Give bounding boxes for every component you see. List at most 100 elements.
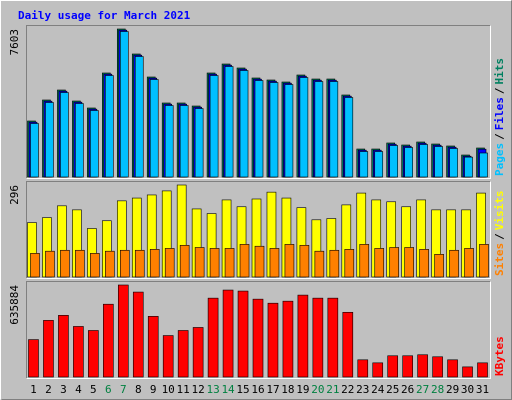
bar (269, 248, 280, 278)
legend-separator: / (493, 133, 506, 140)
bar (105, 250, 115, 278)
x-tick-label: 11 (177, 383, 190, 396)
bar (252, 298, 264, 378)
x-tick-label: 3 (60, 383, 67, 396)
legend-entry: Files (493, 97, 506, 130)
legend-separator: / (493, 87, 506, 94)
bar (134, 56, 144, 178)
chart-title: Daily usage for March 2021 (18, 9, 191, 22)
bar (374, 248, 385, 278)
bar (417, 354, 428, 378)
bar (222, 289, 234, 378)
x-tick-label: 12 (192, 383, 205, 396)
bar (237, 290, 249, 378)
y-tick-label: 7603 (8, 29, 21, 56)
bar (239, 70, 249, 178)
bar (75, 103, 84, 178)
bar (404, 247, 414, 278)
bar (179, 244, 190, 278)
x-tick-label: 18 (281, 383, 294, 396)
bar (209, 75, 219, 178)
x-tick-label: 17 (266, 383, 279, 396)
x-tick-label: 9 (150, 383, 157, 396)
x-tick-label: 20 (311, 383, 324, 396)
bar (477, 362, 488, 378)
bar (299, 244, 310, 278)
bar (147, 316, 159, 378)
x-tick-label: 19 (296, 383, 309, 396)
bar (209, 248, 220, 278)
bar (434, 254, 444, 278)
x-tick-label: 28 (431, 383, 444, 396)
x-tick-label: 5 (90, 383, 97, 396)
bar (389, 247, 400, 278)
panel-frame (26, 181, 491, 279)
x-tick-label: 14 (221, 383, 235, 396)
bar (117, 284, 129, 378)
bar (404, 147, 413, 178)
panel-frame (26, 25, 491, 179)
bar (284, 244, 295, 278)
panel-frame (26, 25, 491, 179)
bar (374, 151, 384, 178)
bar (239, 244, 250, 278)
bar (419, 144, 428, 178)
bar (329, 81, 339, 178)
bar (75, 249, 85, 278)
bar (90, 110, 99, 178)
bar (282, 300, 294, 378)
bar (119, 31, 129, 178)
panel-frame (26, 181, 491, 279)
bar (73, 326, 84, 378)
bar (194, 108, 204, 178)
bar (297, 294, 309, 378)
panel-frame (26, 281, 491, 379)
x-tick-label: 21 (326, 383, 339, 396)
bar (164, 248, 175, 278)
legend: Pages / Files / Hits (493, 58, 506, 176)
bar (45, 102, 54, 178)
bar (88, 330, 99, 378)
x-tick-label: 8 (135, 383, 142, 396)
x-tick-label: 2 (45, 383, 52, 396)
x-tick-label: 4 (75, 383, 82, 396)
bar (359, 244, 370, 278)
x-tick-label: 16 (251, 383, 264, 396)
bar (58, 315, 69, 378)
x-tick-label: 22 (341, 383, 354, 396)
bar (449, 148, 458, 178)
bar (389, 145, 399, 178)
bar (162, 335, 174, 378)
bar (464, 248, 474, 278)
bar (134, 249, 145, 278)
bar (327, 297, 339, 378)
bar (60, 92, 69, 178)
bar (314, 250, 325, 278)
bar (479, 152, 488, 178)
bar (254, 80, 264, 178)
legend-entry: Hits (493, 58, 506, 85)
bar (419, 249, 429, 278)
x-tick-label: 26 (401, 383, 414, 396)
bar (149, 79, 159, 178)
bar (269, 82, 279, 178)
x-tick-label: 15 (236, 383, 249, 396)
bar (179, 105, 189, 178)
bar (267, 302, 279, 378)
bar (314, 81, 324, 178)
bar (177, 330, 189, 378)
bar (432, 356, 443, 378)
bar (402, 355, 413, 378)
legend: KBytes (493, 336, 506, 376)
bar (372, 362, 384, 378)
bar (434, 146, 443, 178)
bar (28, 339, 39, 378)
x-tick-label: 29 (446, 383, 459, 396)
bar (387, 355, 399, 378)
legend: Sites / Visits (493, 191, 506, 277)
bar (149, 249, 160, 278)
x-tick-label: 23 (356, 383, 369, 396)
x-tick-label: 1 (30, 383, 37, 396)
